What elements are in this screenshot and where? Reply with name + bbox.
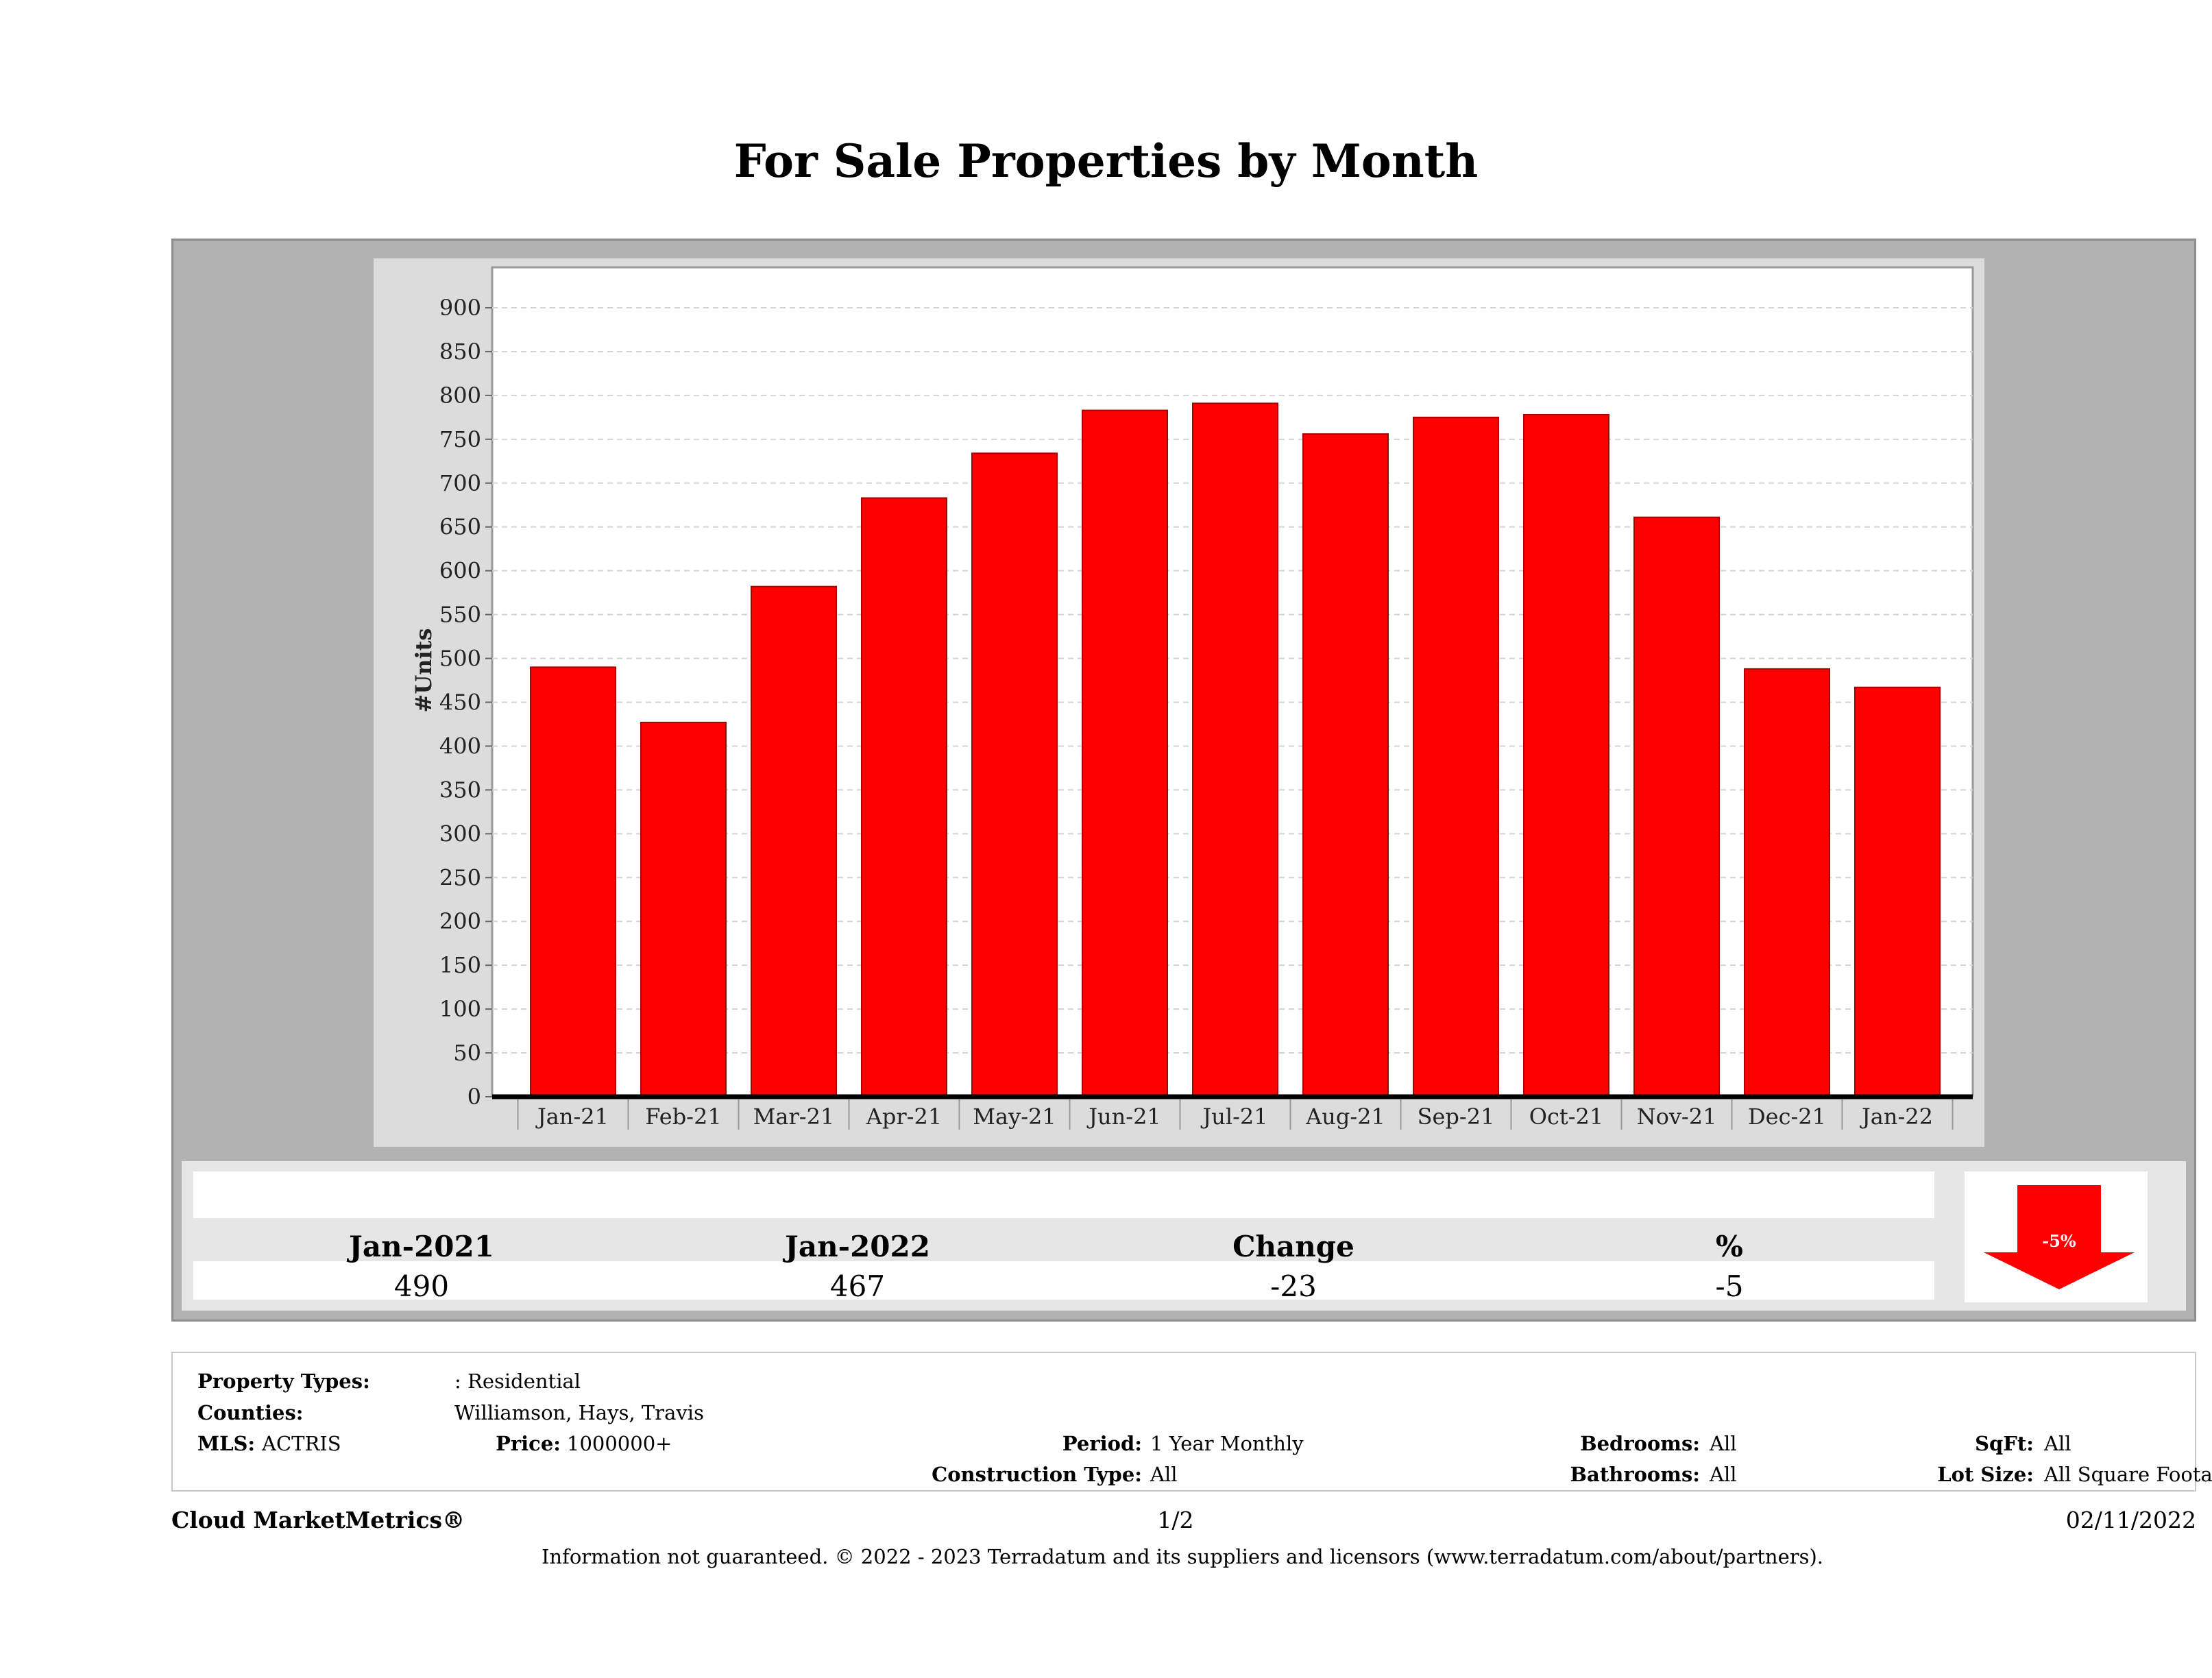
y-tick-label: 400 xyxy=(439,733,481,759)
footer-date: 02/11/2022 xyxy=(2065,1507,2196,1533)
x-tick-label: Apr-21 xyxy=(866,1104,942,1130)
summary-header-change: Change xyxy=(1232,1230,1354,1263)
bar-sep-21 xyxy=(1413,416,1499,1098)
sqft-value: All xyxy=(2044,1432,2071,1455)
bar-feb-21 xyxy=(640,721,727,1097)
summary-blank-row xyxy=(193,1171,1934,1218)
bar-may-21 xyxy=(971,452,1058,1098)
x-tick-label: Nov-21 xyxy=(1637,1104,1717,1130)
y-tick-label: 850 xyxy=(439,339,481,365)
property-types-label: Property Types: xyxy=(197,1370,370,1393)
sqft-label: SqFt: xyxy=(1975,1432,2034,1455)
bathrooms-label: Bathrooms: xyxy=(1570,1463,1700,1486)
x-tick-label: Jul-21 xyxy=(1200,1104,1267,1130)
y-tick-label: 900 xyxy=(439,295,481,321)
y-tick-label: 0 xyxy=(467,1084,481,1110)
summary-values-row xyxy=(193,1261,1934,1300)
y-axis-label: #Units xyxy=(411,629,437,713)
summary-header-jan-2021: Jan-2021 xyxy=(349,1230,494,1263)
y-tick-label: 200 xyxy=(439,908,481,934)
y-tick-label: 600 xyxy=(439,558,481,584)
change-indicator-label: -5% xyxy=(2042,1231,2076,1251)
price-label: Price: xyxy=(496,1432,561,1455)
y-tick-label: 750 xyxy=(439,426,481,452)
construction-type-value: All xyxy=(1150,1463,1178,1486)
counties-label: Counties: xyxy=(197,1401,304,1424)
bedrooms-value: All xyxy=(1710,1432,1737,1455)
bar-chart: 0 50 100 150 200 250 300 350 400 450 500 550 600 650 7… xyxy=(411,266,1974,1130)
property-types-value: : Residential xyxy=(454,1370,581,1393)
summary-header-jan-2022: Jan-2022 xyxy=(785,1230,930,1263)
x-tick-label: May-21 xyxy=(973,1104,1056,1130)
y-tick-label: 550 xyxy=(439,602,481,628)
footer-disclaimer: Information not guaranteed. © 2022 - 202… xyxy=(541,1545,1824,1568)
mls-value: ACTRIS xyxy=(262,1432,341,1455)
bar-jun-21 xyxy=(1082,409,1168,1097)
summary-value-jan-2022: 467 xyxy=(829,1269,886,1303)
x-tick-label: Sep-21 xyxy=(1418,1104,1495,1130)
filter-info-box: Property Types: : Residential Counties: … xyxy=(171,1352,2212,1492)
y-tick-label: 450 xyxy=(439,690,481,716)
x-tick-label: Dec-21 xyxy=(1748,1104,1826,1130)
y-tick-label: 800 xyxy=(439,382,481,409)
chart-panel: 0 50 100 150 200 250 300 350 400 450 500 550 600 650 7… xyxy=(374,258,1984,1147)
summary-value-percent: -5 xyxy=(1715,1269,1744,1303)
summary-value-change: -23 xyxy=(1270,1269,1317,1303)
y-tick-label: 500 xyxy=(439,646,481,672)
bar-mar-21 xyxy=(751,585,837,1098)
x-tick-label: Aug-21 xyxy=(1305,1104,1385,1130)
mls-label: MLS: xyxy=(197,1432,256,1455)
summary-header-percent: % xyxy=(1716,1230,1743,1263)
summary-value-jan-2021: 490 xyxy=(393,1269,450,1303)
page-title: For Sale Properties by Month xyxy=(733,134,1479,188)
summary-panel: Jan-2021 Jan-2022 Change % 490 467 -23 -… xyxy=(182,1161,2186,1311)
x-tick-label: Mar-21 xyxy=(753,1104,835,1130)
x-tick-label: Jan-21 xyxy=(535,1104,609,1130)
price-value: 1000000+ xyxy=(567,1432,672,1455)
counties-value: Williamson, Hays, Travis xyxy=(454,1401,704,1424)
y-tick-label: 700 xyxy=(439,470,481,496)
bar-aug-21 xyxy=(1302,433,1389,1098)
bar-dec-21 xyxy=(1744,668,1830,1097)
bar-jan-22 xyxy=(1854,686,1941,1097)
x-tick-label: Jun-21 xyxy=(1086,1104,1161,1130)
lot-size-label: Lot Size: xyxy=(1937,1463,2034,1486)
period-label: Period: xyxy=(1062,1432,1142,1455)
bar-oct-21 xyxy=(1523,414,1609,1098)
down-arrow-icon: -5% xyxy=(1984,1185,2135,1289)
bar-nov-21 xyxy=(1633,516,1720,1098)
change-indicator: -5% xyxy=(1965,1171,2148,1302)
y-tick-label: 350 xyxy=(439,777,481,803)
bedrooms-label: Bedrooms: xyxy=(1580,1432,1700,1455)
y-tick-label: 50 xyxy=(453,1040,481,1066)
footer-page-number: 1/2 xyxy=(1157,1507,1194,1533)
lot-size-value: All Square Footage xyxy=(2044,1463,2212,1486)
bathrooms-value: All xyxy=(1710,1463,1737,1486)
y-tick-label: 250 xyxy=(439,864,481,890)
bar-apr-21 xyxy=(861,497,947,1098)
y-tick-label: 100 xyxy=(439,996,481,1022)
y-tick-label: 150 xyxy=(439,952,481,978)
bar-jan-21 xyxy=(530,666,616,1097)
period-value: 1 Year Monthly xyxy=(1150,1432,1304,1455)
y-tick-label: 300 xyxy=(439,820,481,847)
x-tick-label: Feb-21 xyxy=(645,1104,721,1130)
x-tick-label: Jan-22 xyxy=(1860,1104,1933,1130)
y-tick-label: 650 xyxy=(439,514,481,540)
footer-brand: Cloud MarketMetrics® xyxy=(171,1507,465,1533)
x-tick-label: Oct-21 xyxy=(1529,1104,1604,1130)
construction-type-label: Construction Type: xyxy=(932,1463,1142,1486)
bar-jul-21 xyxy=(1192,402,1278,1098)
